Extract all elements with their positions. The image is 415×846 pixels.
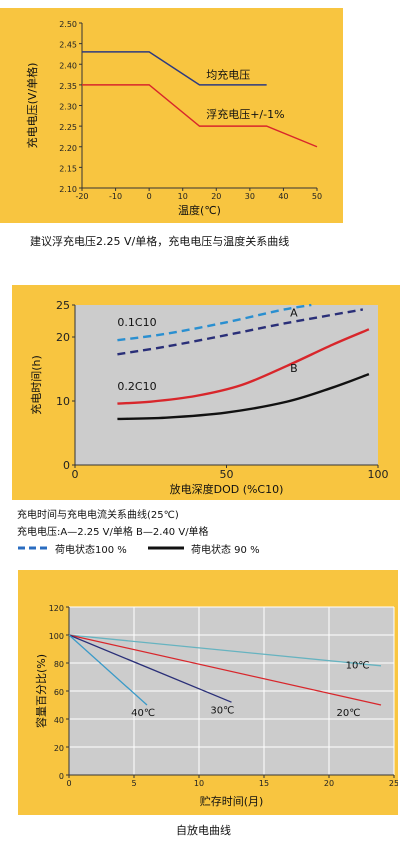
y-tick-label: 2.20 xyxy=(59,144,77,153)
series-label-float: 浮充电压+/-1% xyxy=(206,107,284,121)
y-tick-label: 40 xyxy=(54,716,64,725)
x-tick-label: 10 xyxy=(178,192,188,201)
series-label-equalize: 均充电压 xyxy=(206,68,250,82)
series-line-1 xyxy=(117,308,364,356)
legend-solid-swatch xyxy=(148,546,184,550)
chart2-svg: 0 50 100 0 10 20 25 放电深度DOD (%C10) 充电时间(h) 0.1C10… xyxy=(29,299,389,496)
chart1-caption: 建议浮充电压2.25 V/单格，充电电压与温度关系曲线 xyxy=(30,235,290,248)
x-tick-label: 25 xyxy=(389,779,398,788)
y-tick-label: 10 xyxy=(56,395,70,408)
annotation-0-1c10: 0.1C10 xyxy=(117,316,156,329)
x-axis-label: 放电深度DOD (%C10) xyxy=(170,482,284,496)
series-line-0 xyxy=(68,634,382,667)
chart3-svg: 0 5 10 15 20 25 0 20 40 60 80 100 120 贮存时间(月) 容量百分比(%)… xyxy=(34,604,398,808)
legend-dashed-swatch xyxy=(18,546,50,550)
series-line-1 xyxy=(68,634,382,706)
chart1-svg: -20 -10 0 10 20 30 40 50 2.10 2.15 2.20 2.25 2.30 2.3… xyxy=(25,20,322,217)
chart3-caption: 自放电曲线 xyxy=(176,824,231,837)
annotation-b: B xyxy=(290,362,298,375)
series-line-0 xyxy=(82,51,267,86)
y-axis-label: 容量百分比(%) xyxy=(34,654,48,728)
x-tick-label: -20 xyxy=(75,192,88,201)
y-tick-label: 25 xyxy=(56,299,70,312)
annotation-a: A xyxy=(290,307,298,320)
x-tick-label: 5 xyxy=(131,779,136,788)
x-tick-label: 100 xyxy=(368,468,389,481)
chart2-caption-title: 充电时间与充电电流关系曲线(25℃) xyxy=(17,510,179,521)
y-tick-label: 20 xyxy=(56,331,70,344)
x-axis-label: 贮存时间(月) xyxy=(200,794,264,808)
series-label-20c: 20℃ xyxy=(337,708,361,719)
y-tick-label: 2.15 xyxy=(59,164,77,173)
y-tick-label: 80 xyxy=(54,660,64,669)
legend-label-90: 荷电状态 90 % xyxy=(191,545,260,556)
y-tick-label: 2.50 xyxy=(59,20,77,29)
plot-area xyxy=(82,23,317,188)
x-axis-label: 温度(℃) xyxy=(178,203,221,217)
series-line-0 xyxy=(117,303,312,342)
x-tick-label: 10 xyxy=(194,779,204,788)
y-tick-label: 2.35 xyxy=(59,82,77,91)
x-tick-label: 40 xyxy=(278,192,288,201)
y-tick-label: 2.45 xyxy=(59,41,77,50)
plot-area xyxy=(75,305,378,465)
x-tick-label: 20 xyxy=(211,192,221,201)
series-label-10c: 10℃ xyxy=(346,661,370,672)
x-tick-label: 20 xyxy=(324,779,334,788)
series-line-2 xyxy=(68,634,232,703)
x-tick-label: 30 xyxy=(245,192,255,201)
y-tick-label: 2.25 xyxy=(59,123,77,132)
y-tick-label: 20 xyxy=(54,744,64,753)
x-tick-label: 0 xyxy=(66,779,71,788)
y-axis-label: 充电电压(V/单格) xyxy=(25,63,39,149)
chart2-caption-voltage: 充电电压:A—2.25 V/单格 B—2.40 V/单格 xyxy=(17,527,209,538)
y-tick-label: 2.40 xyxy=(59,61,77,70)
series-line-3 xyxy=(68,634,148,706)
y-tick-label: 120 xyxy=(49,604,64,613)
x-tick-label: 0 xyxy=(72,468,79,481)
y-axis-label: 充电时间(h) xyxy=(29,355,43,415)
y-tick-label: 2.10 xyxy=(59,185,77,194)
y-tick-label: 2.30 xyxy=(59,103,77,112)
y-tick-label: 100 xyxy=(49,632,64,641)
x-tick-label: -10 xyxy=(109,192,122,201)
x-tick-label: 50 xyxy=(220,468,234,481)
x-tick-label: 50 xyxy=(312,192,322,201)
series-label-40c: 40℃ xyxy=(131,708,155,719)
chart2-legend: 荷电状态100 % 荷电状态 90 % xyxy=(17,540,317,556)
series-line-3 xyxy=(117,372,370,421)
y-tick-label: 60 xyxy=(54,688,64,697)
series-line-1 xyxy=(82,84,318,148)
series-label-30c: 30℃ xyxy=(210,705,234,716)
annotation-0-2c10: 0.2C10 xyxy=(117,380,156,393)
legend-label-100: 荷电状态100 % xyxy=(55,545,127,556)
x-tick-label: 0 xyxy=(147,192,152,201)
y-tick-label: 0 xyxy=(63,459,70,472)
series-line-2 xyxy=(117,328,370,405)
x-tick-label: 15 xyxy=(259,779,269,788)
y-tick-label: 0 xyxy=(59,772,64,781)
